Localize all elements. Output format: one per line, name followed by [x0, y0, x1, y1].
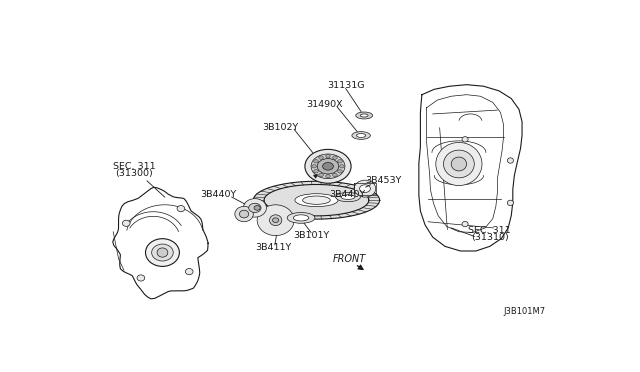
Ellipse shape: [462, 221, 468, 227]
Ellipse shape: [341, 195, 355, 199]
Ellipse shape: [243, 199, 266, 217]
Ellipse shape: [360, 185, 371, 192]
Ellipse shape: [336, 192, 360, 202]
Ellipse shape: [269, 215, 282, 225]
Text: SEC. 311: SEC. 311: [468, 226, 511, 235]
Ellipse shape: [137, 275, 145, 281]
Ellipse shape: [186, 269, 193, 275]
Ellipse shape: [354, 180, 376, 197]
Text: 3B440Y: 3B440Y: [329, 189, 365, 199]
Ellipse shape: [338, 160, 342, 163]
Ellipse shape: [356, 112, 372, 119]
Ellipse shape: [239, 210, 249, 218]
Ellipse shape: [338, 170, 342, 173]
Ellipse shape: [145, 239, 179, 266]
Text: 3B411Y: 3B411Y: [255, 243, 291, 253]
Text: FRONT: FRONT: [333, 254, 366, 264]
Ellipse shape: [436, 142, 482, 186]
Ellipse shape: [254, 206, 260, 210]
Ellipse shape: [340, 164, 344, 168]
Text: J3B101M7: J3B101M7: [503, 307, 545, 316]
Ellipse shape: [333, 173, 337, 177]
Ellipse shape: [352, 132, 371, 140]
Ellipse shape: [319, 156, 323, 159]
Ellipse shape: [273, 218, 279, 222]
Ellipse shape: [319, 173, 323, 177]
Text: 31490X: 31490X: [306, 100, 342, 109]
Text: 3B101Y: 3B101Y: [293, 231, 329, 240]
Text: 3B102Y: 3B102Y: [262, 122, 298, 132]
Ellipse shape: [293, 215, 308, 221]
Text: SEC. 311: SEC. 311: [113, 163, 156, 171]
Ellipse shape: [257, 205, 294, 235]
Ellipse shape: [326, 155, 330, 158]
Ellipse shape: [356, 134, 365, 137]
Ellipse shape: [235, 206, 253, 222]
Ellipse shape: [157, 248, 168, 257]
Text: 3B440Y: 3B440Y: [200, 190, 236, 199]
Ellipse shape: [333, 156, 337, 159]
Ellipse shape: [177, 206, 185, 212]
Ellipse shape: [311, 154, 345, 179]
PathPatch shape: [253, 181, 380, 219]
Text: 3B453Y: 3B453Y: [365, 176, 402, 185]
Ellipse shape: [444, 150, 474, 178]
Ellipse shape: [462, 137, 468, 142]
Ellipse shape: [508, 200, 513, 206]
Ellipse shape: [249, 203, 261, 212]
Ellipse shape: [312, 164, 316, 168]
Ellipse shape: [317, 158, 339, 174]
Ellipse shape: [295, 194, 338, 207]
Ellipse shape: [323, 163, 333, 170]
Ellipse shape: [152, 244, 173, 261]
Ellipse shape: [451, 157, 467, 171]
Ellipse shape: [287, 212, 315, 223]
Ellipse shape: [303, 196, 330, 204]
Ellipse shape: [305, 150, 351, 183]
Ellipse shape: [314, 160, 318, 163]
Ellipse shape: [360, 114, 368, 117]
Text: 31131G: 31131G: [327, 81, 364, 90]
Ellipse shape: [326, 174, 330, 178]
Ellipse shape: [508, 158, 513, 163]
Ellipse shape: [314, 170, 318, 173]
Text: (31300): (31300): [115, 169, 153, 178]
Text: (31310): (31310): [471, 233, 509, 242]
Ellipse shape: [122, 220, 130, 226]
